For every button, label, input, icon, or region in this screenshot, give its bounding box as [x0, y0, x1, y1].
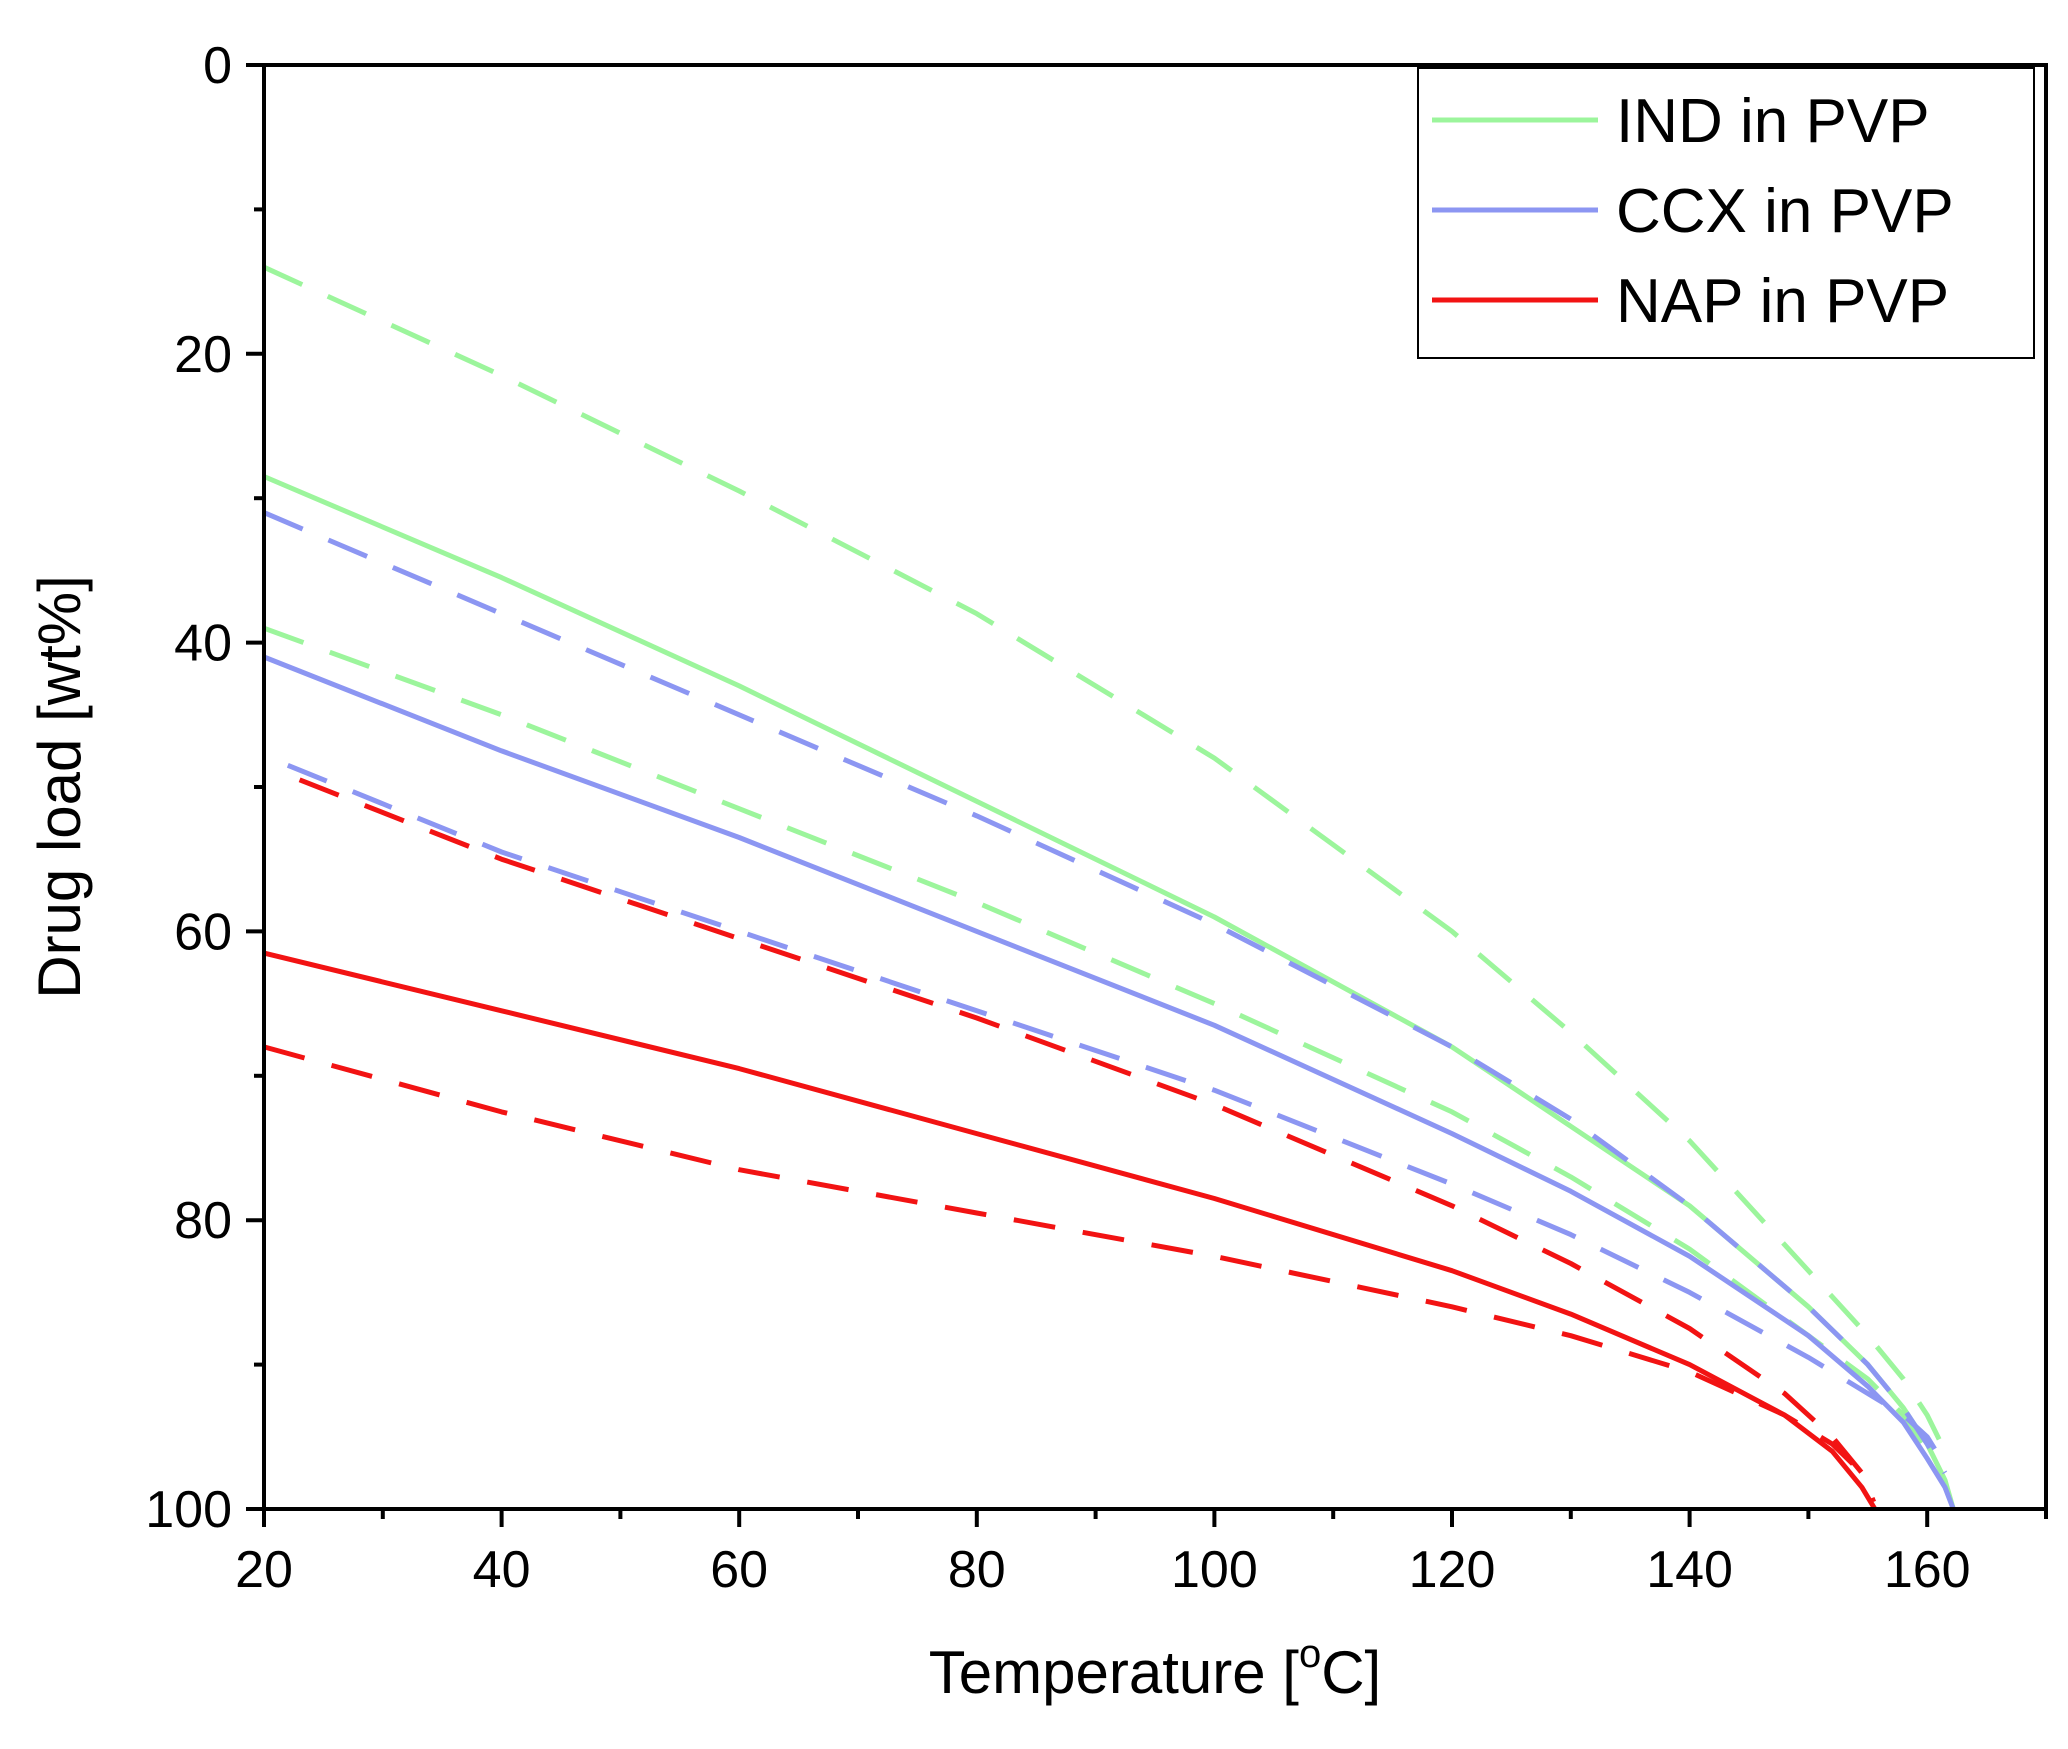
y-tick-label: 100	[145, 1481, 232, 1539]
x-tick-label: 20	[235, 1541, 293, 1599]
series-line-8	[263, 1044, 1864, 1475]
x-axis-title-superscript: o	[1299, 1632, 1321, 1676]
legend-label-ind: IND in PVP	[1616, 87, 1930, 156]
y-tick-label: 20	[174, 326, 232, 384]
y-tick-label: 40	[174, 615, 232, 673]
series-line-4	[263, 510, 1948, 1475]
x-tick-label: 160	[1884, 1541, 1971, 1599]
x-axis-title: Temperature [oC]	[929, 1632, 1381, 1706]
legend-box	[1417, 67, 2035, 359]
ticks-layer: 20 40 60 80 100 120 140 160 0 20 40 60 80 100	[145, 37, 2048, 1599]
series-line-2	[263, 625, 1930, 1453]
series-layer	[262, 264, 1956, 1511]
legend: IND in PVP CCX in PVP NAP in PVP	[1417, 67, 2035, 359]
series-line-7	[298, 777, 1877, 1503]
y-tick-label: 80	[174, 1192, 232, 1250]
series-line-6	[263, 950, 1878, 1511]
series-line-0	[263, 474, 1956, 1510]
x-tick-label: 100	[1171, 1541, 1258, 1599]
x-tick-label: 80	[948, 1541, 1006, 1599]
x-axis-title-suffix: C]	[1321, 1639, 1381, 1706]
x-tick-label: 40	[473, 1541, 531, 1599]
x-tick-label: 140	[1646, 1541, 1733, 1599]
legend-label-nap: NAP in PVP	[1616, 267, 1949, 336]
y-tick-label: 0	[203, 37, 232, 95]
x-tick-label: 120	[1409, 1541, 1496, 1599]
x-tick-label: 60	[710, 1541, 768, 1599]
y-tick-label: 60	[174, 903, 232, 961]
series-line-5	[286, 762, 1948, 1468]
series-line-3	[263, 654, 1956, 1510]
x-axis-title-text: Temperature [	[929, 1639, 1299, 1706]
series-line-1	[262, 264, 1948, 1453]
legend-label-ccx: CCX in PVP	[1616, 177, 1954, 246]
y-axis-title: Drug load [wt%]	[26, 575, 93, 999]
